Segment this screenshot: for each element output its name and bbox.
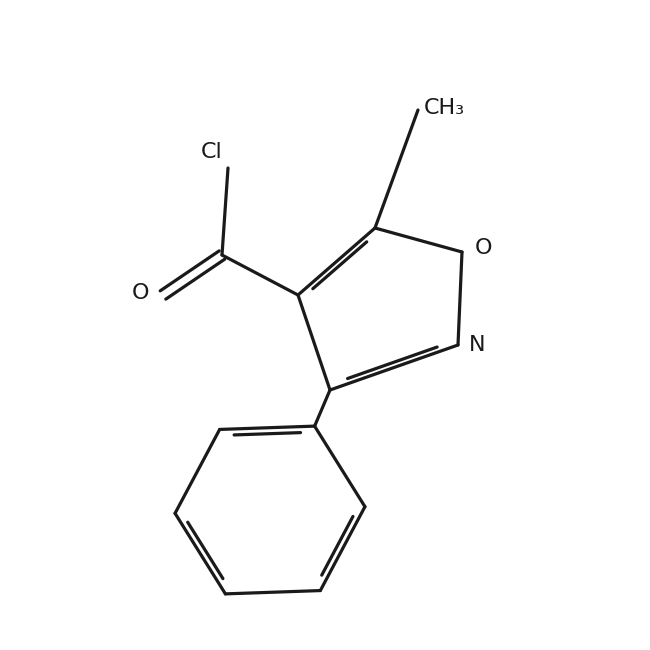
- Text: CH₃: CH₃: [424, 98, 465, 118]
- Text: O: O: [475, 238, 493, 258]
- Text: O: O: [131, 283, 149, 303]
- Text: N: N: [469, 335, 486, 355]
- Text: Cl: Cl: [202, 142, 223, 162]
